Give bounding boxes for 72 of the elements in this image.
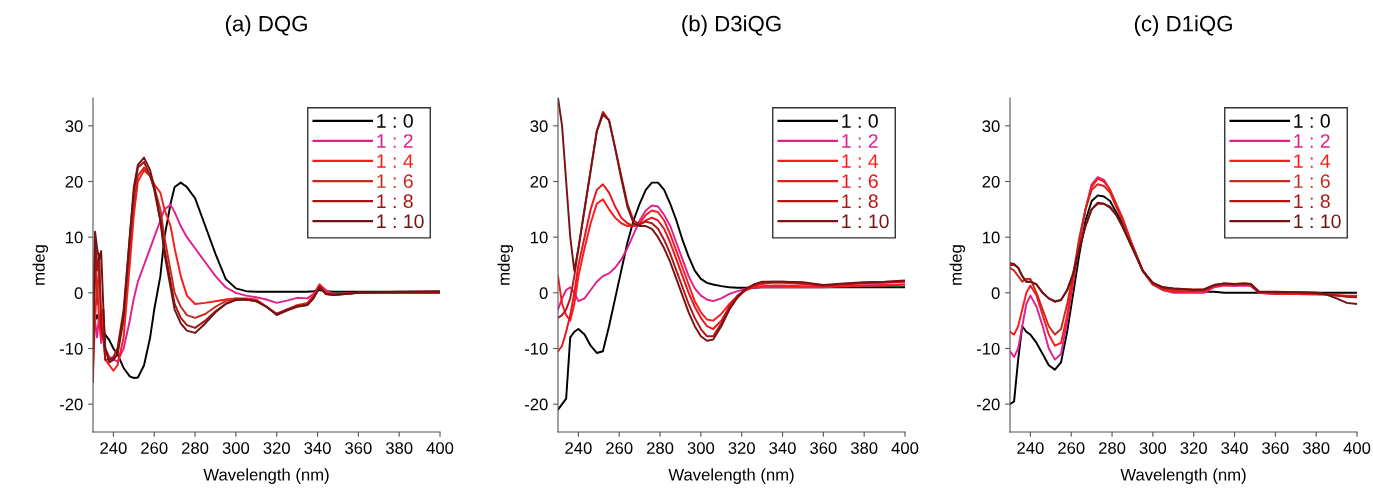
x-tick-label: 240 — [565, 442, 592, 454]
x-tick-label: 260 — [606, 442, 633, 454]
x-tick-label: 280 — [182, 442, 209, 454]
x-tick-label: 240 — [1017, 442, 1044, 454]
y-axis-title: mdeg — [497, 245, 514, 285]
y-tick-label: 30 — [65, 120, 83, 133]
x-axis-title: Wavelength (nm) — [1120, 468, 1246, 484]
y-tick-label: 20 — [982, 175, 1000, 188]
y-tick-label: -10 — [976, 342, 1000, 355]
legend-label: 1 : 8 — [842, 194, 878, 209]
legend-label: 1 : 0 — [377, 114, 413, 128]
legend-label: 1 : 6 — [842, 174, 878, 189]
y-tick-label: 10 — [66, 231, 83, 244]
legend-label: 1 : 2 — [842, 134, 878, 148]
y-tick-label: 0 — [539, 287, 548, 300]
legend-label: 1 : 4 — [842, 154, 879, 168]
x-tick-label: 380 — [1302, 442, 1330, 454]
y-tick-label: 30 — [982, 120, 1000, 133]
y-tick-label: 0 — [74, 287, 83, 300]
x-tick-label: 300 — [1139, 442, 1167, 454]
x-tick-label: 340 — [304, 442, 331, 454]
chart-title: (b) D3iQG — [682, 15, 781, 36]
legend-label: 1 : 10 — [377, 214, 424, 229]
x-tick-label: 240 — [100, 442, 127, 454]
y-tick-label: -20 — [976, 398, 1000, 411]
x-tick-label: 260 — [1058, 442, 1085, 454]
x-tick-label: 340 — [769, 442, 796, 454]
x-tick-label: 300 — [687, 442, 715, 454]
x-tick-label: 320 — [728, 442, 755, 454]
y-tick-label: 10 — [531, 231, 548, 244]
chart-title: (a) DQG — [225, 15, 307, 36]
x-tick-label: 360 — [810, 442, 837, 454]
x-tick-label: 400 — [426, 442, 454, 454]
x-tick-label: 280 — [1098, 442, 1126, 454]
x-tick-label: 260 — [141, 442, 168, 454]
y-tick-label: 10 — [983, 231, 1000, 244]
x-tick-label: 300 — [222, 442, 250, 454]
y-tick-label: 20 — [530, 175, 548, 188]
legend-label: 1 : 2 — [377, 134, 413, 148]
y-tick-label: -10 — [524, 342, 548, 355]
x-tick-label: 320 — [1180, 442, 1207, 454]
legend-label: 1 : 10 — [1294, 214, 1341, 229]
y-axis-title: mdeg — [949, 245, 966, 285]
y-tick-label: -10 — [59, 342, 83, 355]
legend-label: 1 : 8 — [1294, 194, 1330, 209]
x-tick-label: 400 — [1343, 442, 1371, 454]
x-tick-label: 340 — [1221, 442, 1248, 454]
legend-label: 1 : 6 — [1294, 174, 1330, 189]
x-tick-label: 380 — [850, 442, 878, 454]
legend-label: 1 : 10 — [842, 214, 889, 229]
legend-label: 1 : 2 — [1294, 134, 1330, 148]
x-axis-title: Wavelength (nm) — [203, 468, 329, 484]
y-tick-label: -20 — [524, 398, 548, 411]
legend-label: 1 : 6 — [377, 174, 413, 189]
y-tick-label: 0 — [991, 287, 1000, 300]
x-tick-label: 320 — [263, 442, 290, 454]
legend-label: 1 : 0 — [1294, 114, 1330, 128]
y-tick-label: 20 — [65, 175, 83, 188]
y-axis-title: mdeg — [32, 245, 49, 285]
x-axis-title: Wavelength (nm) — [668, 468, 794, 484]
chart-title: (c) D1iQG — [1134, 15, 1232, 36]
x-tick-label: 380 — [385, 442, 413, 454]
x-tick-label: 360 — [1262, 442, 1289, 454]
legend-label: 1 : 4 — [1294, 154, 1331, 168]
x-tick-label: 360 — [345, 442, 372, 454]
legend-label: 1 : 8 — [377, 194, 413, 209]
legend-label: 1 : 4 — [377, 154, 414, 168]
y-tick-label: 30 — [530, 120, 548, 133]
x-tick-label: 280 — [647, 442, 674, 454]
x-tick-label: 400 — [891, 442, 919, 454]
legend-label: 1 : 0 — [842, 114, 878, 128]
y-tick-label: -20 — [59, 398, 83, 411]
